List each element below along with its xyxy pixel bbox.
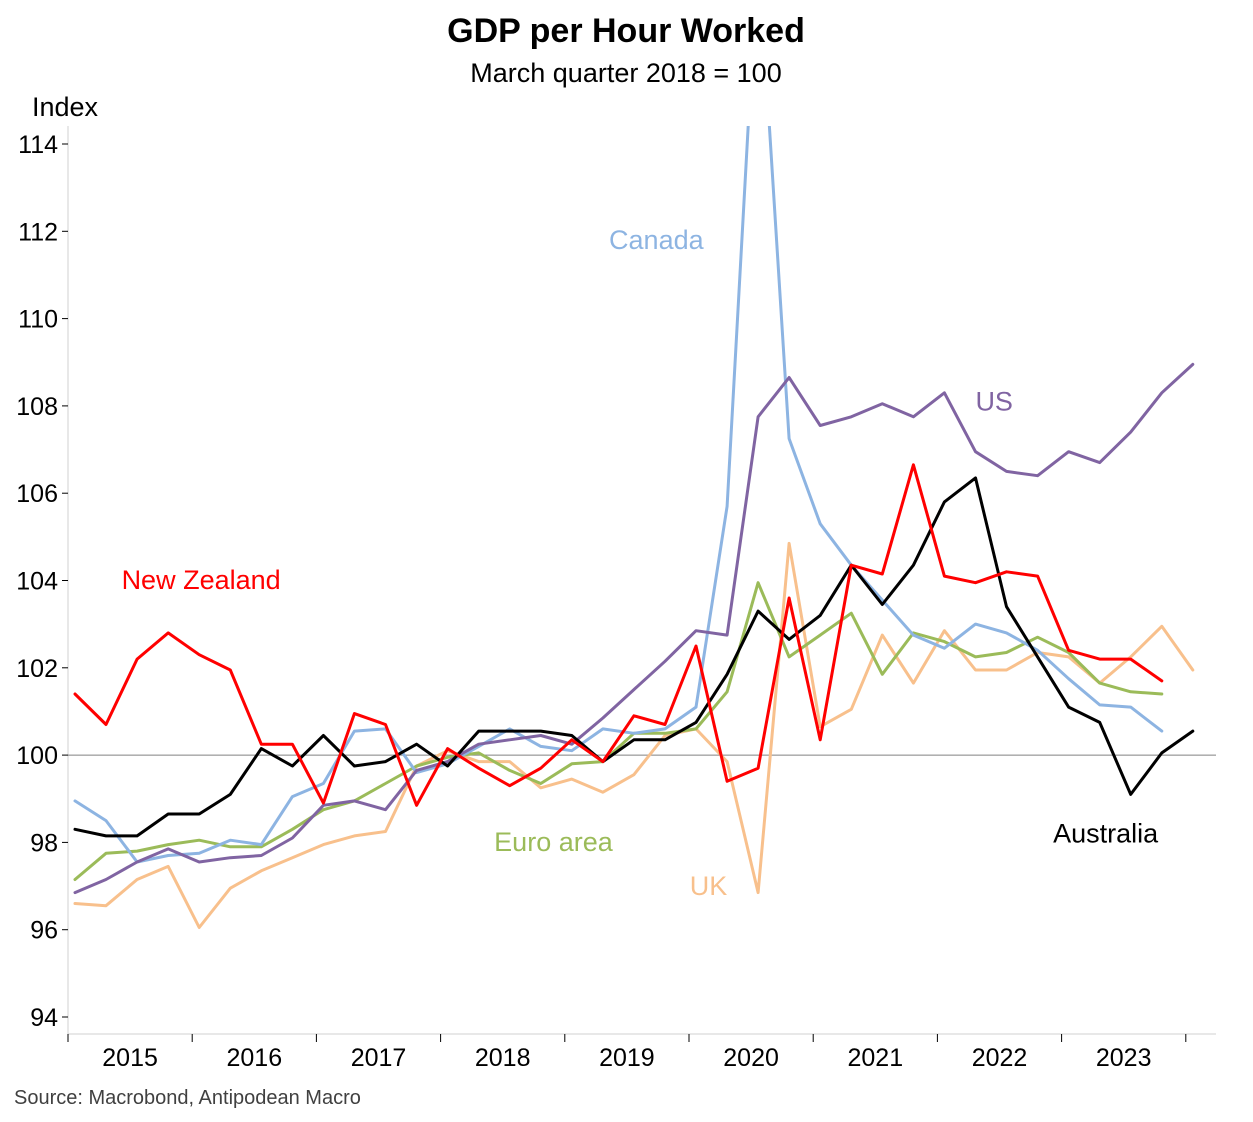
series-line-uk	[73, 541, 1195, 929]
series-line-euro-area	[73, 581, 1164, 881]
series-label-australia: Australia	[1053, 818, 1159, 848]
x-tick-label: 2016	[226, 1044, 282, 1072]
y-tick-label: 94	[30, 1004, 58, 1032]
series-line-us	[73, 362, 1195, 895]
series-line-new-zealand	[73, 463, 1164, 807]
x-tick-label: 2018	[475, 1044, 531, 1072]
x-tick-label: 2022	[972, 1044, 1028, 1072]
x-tick-label: 2021	[847, 1044, 903, 1072]
y-tick-label: 114	[18, 131, 58, 159]
chart-subtitle: March quarter 2018 = 100	[470, 58, 781, 88]
x-tick-label: 2015	[102, 1044, 158, 1072]
source-note: Source: Macrobond, Antipodean Macro	[14, 1087, 361, 1109]
y-tick-label: 108	[16, 393, 58, 421]
series-line-australia	[73, 476, 1195, 838]
y-tick-label: 112	[18, 218, 58, 246]
series-label-canada: Canada	[609, 225, 705, 255]
series-lines	[73, 126, 1195, 929]
series-label-euro-area: Euro area	[494, 827, 614, 857]
series-label-us: US	[975, 386, 1013, 416]
axes: 94 96 98 100 102 104 106 108 110 112 114 2015 2016 20…	[16, 126, 1216, 1072]
y-axis-label: Index	[32, 92, 99, 122]
series-label-uk: UK	[690, 871, 728, 901]
y-tick-label: 106	[16, 480, 58, 508]
series-labels: UK Euro area Canada US Australia New Zealand	[122, 225, 1160, 901]
x-tick-label: 2019	[599, 1044, 655, 1072]
y-tick-label: 98	[30, 829, 58, 857]
y-tick-label: 96	[30, 917, 58, 945]
y-tick-label: 104	[16, 568, 58, 596]
y-tick-label: 110	[18, 306, 58, 334]
y-tick-label: 100	[16, 742, 58, 770]
x-tick-label: 2017	[351, 1044, 407, 1072]
plot-area	[73, 126, 1195, 929]
x-tick-label: 2020	[723, 1044, 779, 1072]
series-label-new-zealand: New Zealand	[122, 565, 281, 595]
x-tick-label: 2023	[1096, 1044, 1152, 1072]
y-tick-label: 102	[16, 655, 58, 683]
chart-title: GDP per Hour Worked	[447, 12, 805, 50]
series-line-canada	[73, 126, 1164, 864]
